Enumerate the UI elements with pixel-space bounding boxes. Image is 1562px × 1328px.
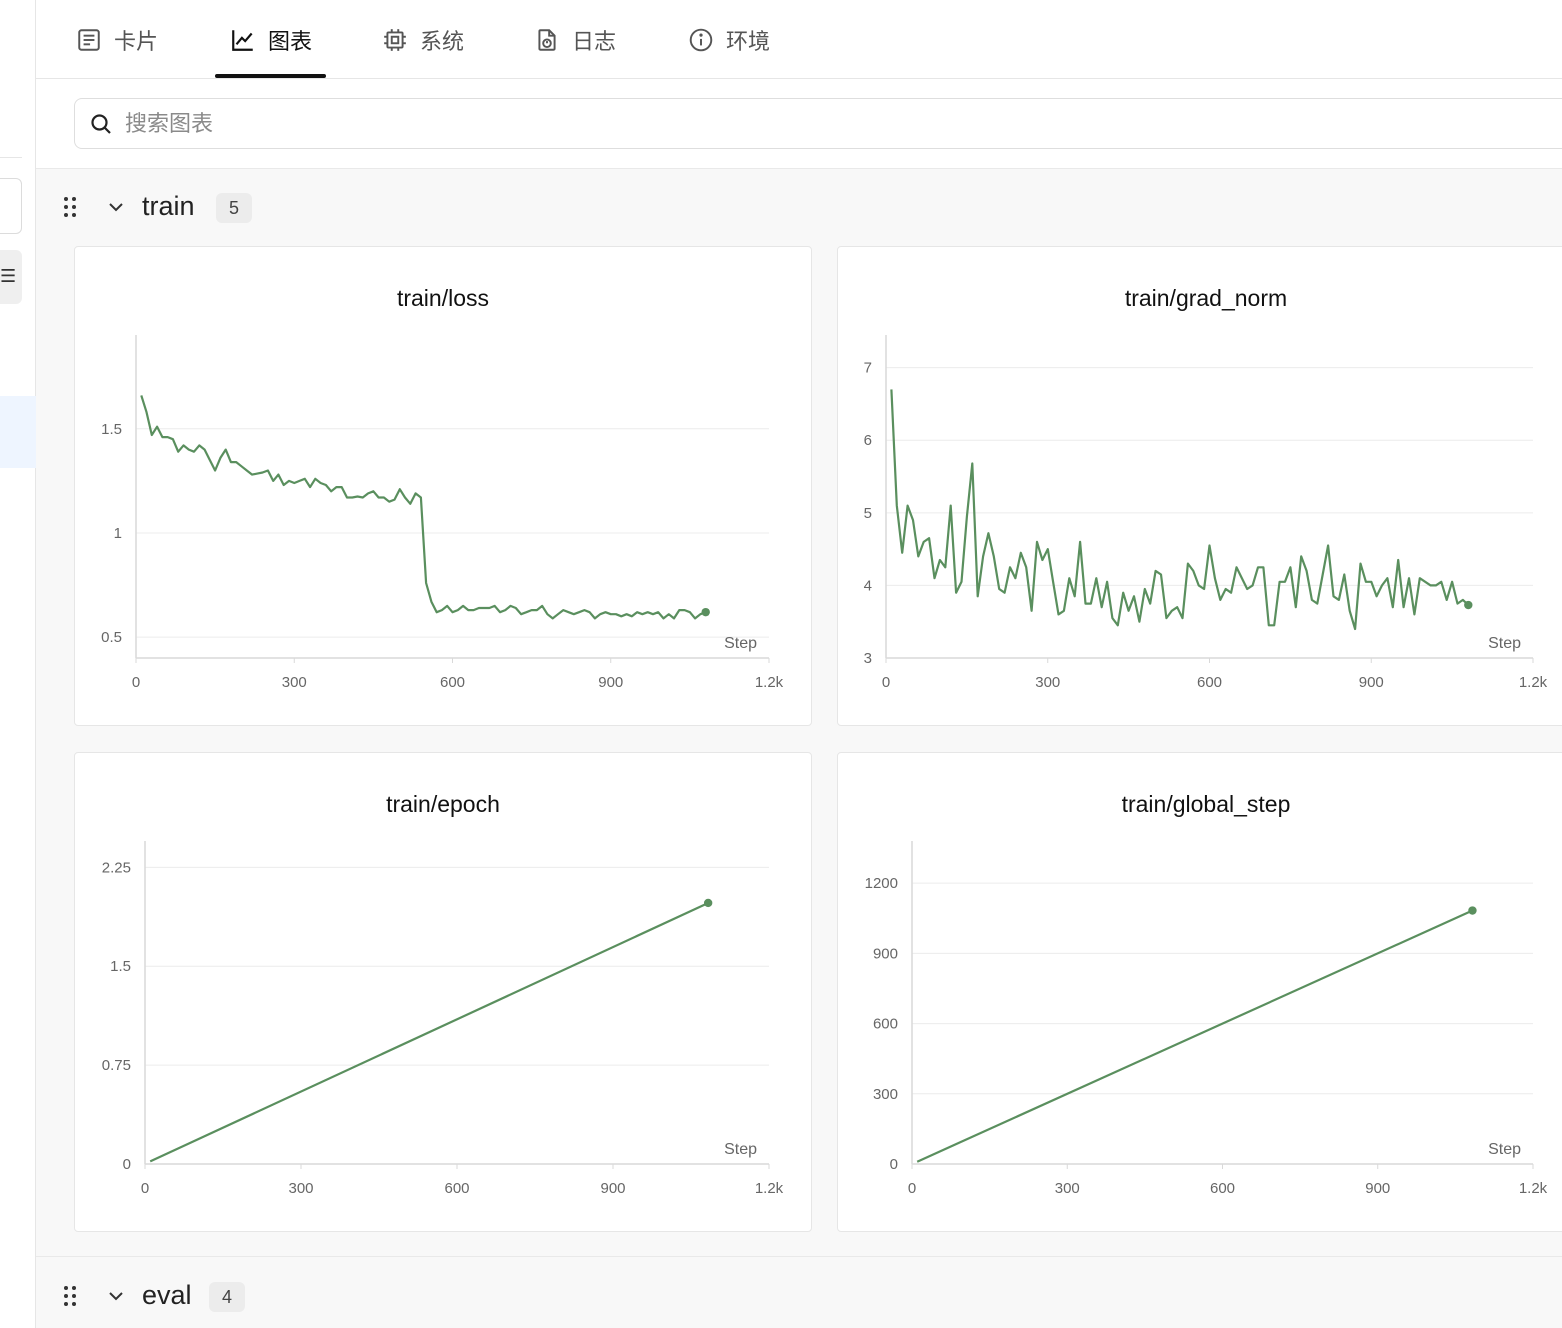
chip-icon bbox=[384, 28, 406, 51]
search-icon bbox=[91, 113, 111, 134]
x-axis-label: Step bbox=[724, 1141, 757, 1158]
search-box bbox=[74, 98, 1562, 149]
drag-handle-icon[interactable] bbox=[63, 196, 77, 218]
x-tick-label: 600 bbox=[1210, 1180, 1235, 1197]
series-end-point bbox=[1468, 906, 1477, 915]
y-tick-label: 1200 bbox=[865, 875, 898, 892]
y-tick-label: 0.75 bbox=[102, 1057, 131, 1074]
sidebar-toggle-button[interactable]: ☰ bbox=[0, 250, 22, 304]
sidebar-divider bbox=[0, 157, 22, 158]
x-axis-label: Step bbox=[1488, 1141, 1521, 1158]
left-sidebar-stub: ☰ bbox=[0, 0, 36, 1328]
y-tick-label: 300 bbox=[873, 1086, 898, 1103]
series-end-point bbox=[701, 607, 710, 617]
chart-card-grad-norm[interactable]: train/grad_norm 3 4 5 6 7 0 300 600 900 1.2k Step bbox=[837, 246, 1562, 726]
x-axis-label: Step bbox=[724, 635, 757, 652]
group-title: train bbox=[142, 191, 195, 221]
x-tick-label: 900 bbox=[600, 1180, 625, 1197]
y-tick-label: 0 bbox=[890, 1156, 898, 1173]
card-icon bbox=[78, 28, 100, 51]
x-tick-label: 300 bbox=[282, 674, 307, 691]
x-tick-label: 0 bbox=[132, 674, 140, 691]
series-end-point bbox=[1464, 600, 1473, 610]
log-icon bbox=[538, 28, 556, 51]
chart-card-epoch[interactable]: train/epoch 0 0.75 1.5 2.25 0 300 600 900 1.2k St… bbox=[74, 752, 812, 1232]
x-tick-label: 300 bbox=[288, 1180, 313, 1197]
x-tick-label: 1.2k bbox=[755, 674, 784, 691]
chart-title: train/loss bbox=[396, 285, 490, 311]
drag-handle-icon[interactable] bbox=[63, 1285, 77, 1307]
chart-icon bbox=[232, 29, 253, 51]
x-axis-label: Step bbox=[1488, 635, 1521, 652]
series-line bbox=[890, 389, 1470, 631]
x-tick-label: 900 bbox=[598, 674, 623, 691]
x-tick-label: 600 bbox=[1197, 674, 1222, 691]
y-tick-label: 900 bbox=[873, 945, 898, 962]
y-tick-label: 7 bbox=[864, 360, 872, 377]
group-header-train[interactable]: train 5 bbox=[36, 169, 1562, 245]
group-title: eval bbox=[142, 1280, 192, 1310]
tab-bar: 卡片 图表 系统 日志 环境 bbox=[36, 0, 1562, 79]
chart-card-global-step[interactable]: train/global_step 0 300 600 900 1200 0 300 600 9… bbox=[837, 752, 1562, 1232]
series-line bbox=[140, 395, 707, 620]
sidebar-active-item[interactable] bbox=[0, 396, 36, 468]
y-tick-label: 0.5 bbox=[101, 629, 122, 646]
tab-environment[interactable]: 环境 bbox=[688, 0, 770, 79]
y-tick-label: 600 bbox=[873, 1016, 898, 1033]
x-tick-label: 0 bbox=[141, 1180, 149, 1197]
tab-cards-label: 卡片 bbox=[114, 28, 159, 54]
x-tick-label: 0 bbox=[908, 1180, 916, 1197]
group-divider bbox=[36, 1256, 1562, 1257]
y-tick-label: 6 bbox=[864, 432, 872, 449]
x-tick-label: 900 bbox=[1365, 1180, 1390, 1197]
y-tick-label: 3 bbox=[864, 650, 872, 667]
tab-logs[interactable]: 日志 bbox=[534, 0, 616, 79]
series-line bbox=[916, 909, 1473, 1163]
tab-logs-label: 日志 bbox=[572, 28, 617, 54]
chart-plot-epoch: 0 0.75 1.5 2.25 0 300 600 900 1.2k Step bbox=[102, 841, 784, 1197]
y-tick-label: 1.5 bbox=[101, 421, 122, 438]
search-bar-area bbox=[36, 79, 1562, 169]
tab-charts-label: 图表 bbox=[268, 28, 313, 54]
chart-plot-loss: 0.5 1 1.5 0 300 600 900 1.2k Step bbox=[101, 335, 784, 691]
x-tick-label: 300 bbox=[1035, 674, 1060, 691]
tab-charts[interactable]: 图表 bbox=[214, 0, 327, 79]
y-tick-label: 2.25 bbox=[102, 859, 131, 876]
y-tick-label: 4 bbox=[864, 577, 872, 594]
x-tick-label: 300 bbox=[1055, 1180, 1080, 1197]
x-tick-label: 1.2k bbox=[755, 1180, 784, 1197]
group-count-badge: 5 bbox=[216, 193, 252, 223]
search-input[interactable] bbox=[125, 110, 1025, 137]
tab-system[interactable]: 系统 bbox=[382, 0, 464, 79]
chart-card-loss[interactable]: train/loss 0.5 1 1.5 0 300 600 900 1.2k Step bbox=[74, 246, 812, 726]
charts-panel: train 5 train/loss 0.5 1 1.5 0 300 600 900 1.2k… bbox=[36, 169, 1562, 1328]
tab-environment-label: 环境 bbox=[726, 28, 771, 54]
x-tick-label: 1.2k bbox=[1519, 1180, 1548, 1197]
y-tick-label: 5 bbox=[864, 505, 872, 522]
tab-cards[interactable]: 卡片 bbox=[76, 0, 158, 79]
group-header-eval[interactable]: eval 4 bbox=[36, 1258, 1562, 1328]
y-tick-label: 0 bbox=[123, 1156, 131, 1173]
chart-plot-grad-norm: 3 4 5 6 7 0 300 600 900 1.2k Step bbox=[864, 335, 1548, 691]
chart-title: train/global_step bbox=[1121, 791, 1291, 817]
info-icon bbox=[689, 28, 713, 51]
chevron-down-icon[interactable] bbox=[106, 1286, 126, 1306]
y-tick-label: 1.5 bbox=[110, 958, 131, 975]
chart-plot-global-step: 0 300 600 900 1200 0 300 600 900 1.2k Step bbox=[865, 841, 1548, 1197]
x-tick-label: 900 bbox=[1359, 674, 1384, 691]
list-icon: ☰ bbox=[0, 266, 17, 286]
x-tick-label: 0 bbox=[882, 674, 890, 691]
group-count-badge: 4 bbox=[209, 1282, 245, 1312]
chart-title: train/grad_norm bbox=[1124, 285, 1288, 311]
chart-title: train/epoch bbox=[386, 791, 500, 817]
x-tick-label: 1.2k bbox=[1519, 674, 1548, 691]
x-tick-label: 600 bbox=[440, 674, 465, 691]
series-line bbox=[149, 902, 709, 1163]
x-tick-label: 600 bbox=[444, 1180, 469, 1197]
tab-system-label: 系统 bbox=[420, 28, 465, 54]
series-end-point bbox=[703, 898, 713, 908]
sidebar-box[interactable] bbox=[0, 178, 22, 234]
y-tick-label: 1 bbox=[114, 525, 122, 542]
chevron-down-icon[interactable] bbox=[106, 197, 126, 217]
